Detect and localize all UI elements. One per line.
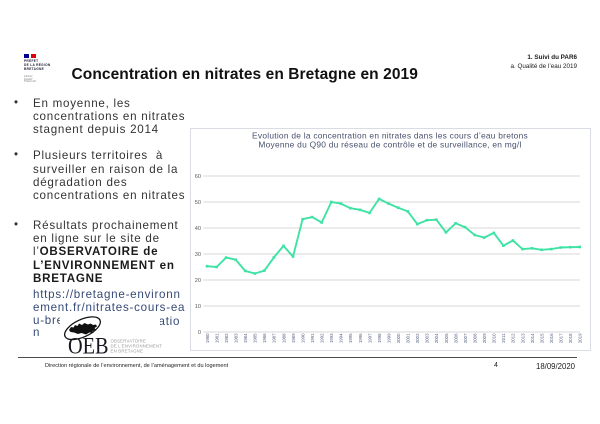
svg-text:1980: 1980 — [205, 333, 210, 343]
svg-text:2009: 2009 — [482, 333, 487, 343]
svg-text:2011: 2011 — [501, 333, 506, 343]
svg-text:2004: 2004 — [434, 333, 439, 343]
svg-text:1995: 1995 — [348, 333, 353, 343]
svg-text:1997: 1997 — [367, 333, 372, 343]
svg-text:1983: 1983 — [234, 333, 239, 343]
svg-text:OBSERVATOIRE: OBSERVATOIRE — [111, 339, 147, 344]
svg-text:1993: 1993 — [329, 333, 334, 343]
svg-text:2006: 2006 — [453, 333, 458, 343]
svg-text:EN BRETAGNE: EN BRETAGNE — [111, 349, 144, 354]
svg-text:1987: 1987 — [272, 333, 277, 343]
svg-text:60: 60 — [195, 174, 201, 180]
svg-text:10: 10 — [195, 304, 201, 310]
svg-text:2018: 2018 — [568, 333, 573, 343]
svg-text:1994: 1994 — [339, 333, 344, 343]
svg-text:2019: 2019 — [578, 333, 583, 343]
svg-text:1990: 1990 — [300, 333, 305, 343]
svg-text:2015: 2015 — [539, 333, 544, 343]
svg-text:1989: 1989 — [291, 333, 296, 343]
svg-text:2017: 2017 — [559, 333, 564, 343]
svg-text:1984: 1984 — [243, 333, 248, 343]
svg-text:Evolution de la concentration: Evolution de la concentration en nitrate… — [252, 131, 528, 141]
svg-text:2014: 2014 — [530, 333, 535, 343]
svg-text:Moyenne du Q90 du réseau de co: Moyenne du Q90 du réseau de contrôle et … — [258, 140, 521, 150]
svg-text:2001: 2001 — [406, 333, 411, 343]
svg-text:50: 50 — [195, 200, 201, 206]
svg-text:1986: 1986 — [262, 333, 267, 343]
svg-text:2000: 2000 — [396, 333, 401, 343]
svg-text:2008: 2008 — [473, 333, 478, 343]
svg-text:2002: 2002 — [415, 333, 420, 343]
svg-text:1998: 1998 — [377, 333, 382, 343]
svg-text:2007: 2007 — [463, 333, 468, 343]
svg-text:DE L’ENVIRONNEMENT: DE L’ENVIRONNEMENT — [111, 344, 163, 349]
svg-text:1982: 1982 — [224, 333, 229, 343]
svg-text:1999: 1999 — [386, 333, 391, 343]
svg-text:20: 20 — [195, 278, 201, 284]
svg-text:1988: 1988 — [281, 333, 286, 343]
svg-text:2010: 2010 — [492, 333, 497, 343]
svg-text:40: 40 — [195, 226, 201, 232]
svg-text:1981: 1981 — [214, 333, 219, 343]
svg-text:2013: 2013 — [520, 333, 525, 343]
svg-text:OEB: OEB — [68, 334, 109, 359]
svg-text:2005: 2005 — [444, 333, 449, 343]
svg-text:2012: 2012 — [511, 333, 516, 343]
svg-text:1985: 1985 — [253, 333, 258, 343]
svg-text:1992: 1992 — [320, 333, 325, 343]
svg-text:2016: 2016 — [549, 333, 554, 343]
svg-text:2003: 2003 — [425, 333, 430, 343]
svg-text:30: 30 — [195, 252, 201, 258]
svg-text:0: 0 — [198, 330, 201, 336]
svg-text:1991: 1991 — [310, 333, 315, 343]
svg-text:1996: 1996 — [358, 333, 363, 343]
